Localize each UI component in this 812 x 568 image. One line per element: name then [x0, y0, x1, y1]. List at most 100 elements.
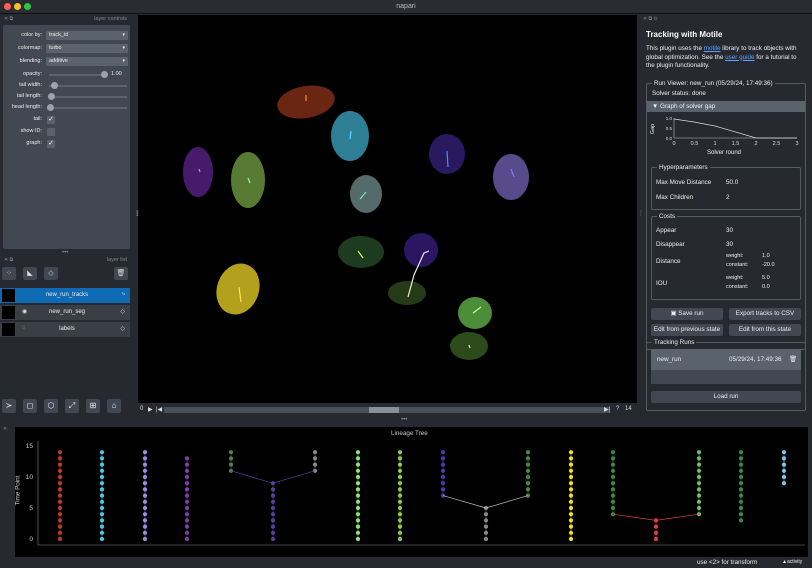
lineage-node [397, 524, 403, 529]
lineage-node [568, 512, 574, 517]
cell-segment [458, 297, 492, 329]
layer-row-labels[interactable]: ◌ labels ◇ [0, 322, 130, 337]
lineage-tree-view[interactable]: Lineage Tree Time Point 15 10 5 0 [14, 427, 808, 557]
home-icon[interactable]: ⌂ [107, 399, 121, 413]
toggle-ndisplay-button[interactable]: ◻ [23, 399, 37, 413]
roll-dims-button[interactable]: ⬡ [44, 399, 58, 413]
lineage-node [355, 456, 361, 461]
lineage-node [781, 450, 787, 455]
lineage-edge [442, 495, 487, 509]
color-by-label: color by: [21, 32, 42, 38]
close-dock-icon[interactable]: ✕ ⧉ ⊙ [643, 16, 658, 22]
show-id-checkbox[interactable] [47, 128, 55, 136]
lineage-node [57, 524, 63, 529]
layer-list-dock-icon[interactable]: ✕ ⧉ [4, 257, 14, 263]
tail-width-slider-knob[interactable] [51, 82, 58, 89]
tail-length-slider[interactable] [49, 96, 127, 98]
left-splitter-handle[interactable]: ••• [133, 210, 139, 217]
time-slider-thumb[interactable] [369, 407, 399, 413]
lineage-node [355, 512, 361, 517]
splitter-handle[interactable]: ••• [401, 417, 408, 423]
lineage-plot: 15 10 5 0 [26, 441, 805, 546]
lineage-node [525, 456, 531, 461]
lineage-node [57, 474, 63, 480]
maximize-window-icon[interactable] [24, 3, 31, 10]
head-length-slider-knob[interactable] [47, 104, 54, 111]
blending-select[interactable]: additive ▾ [46, 57, 128, 66]
color-by-select[interactable]: track_id ▾ [46, 31, 128, 40]
edit-this-button[interactable]: Edit from this state [729, 324, 801, 336]
lineage-node [355, 524, 361, 529]
head-length-slider[interactable] [49, 107, 127, 109]
load-run-button[interactable]: Load run [651, 391, 801, 403]
lineage-node [568, 530, 574, 535]
appear-label: Appear [656, 227, 677, 234]
layer-row-new-run-seg[interactable]: ◉ new_run_seg ◇ [0, 305, 130, 320]
right-splitter-handle[interactable]: ••• [637, 210, 643, 217]
tail-width-slider[interactable] [49, 85, 127, 87]
lineage-node [568, 487, 574, 492]
colormap-select[interactable]: turbo ▾ [46, 44, 128, 53]
console-button[interactable]: ≻ [2, 399, 16, 413]
lineage-node [355, 468, 361, 473]
tail-length-slider-knob[interactable] [48, 93, 55, 100]
tail-width-label: tail width: [19, 82, 42, 88]
lineage-node [228, 468, 234, 473]
export-csv-button[interactable]: Export tracks to CSV [729, 308, 801, 320]
graph-section-toggle[interactable]: ▼ Graph of solver gap [647, 101, 805, 112]
lineage-node [99, 474, 105, 480]
lineage-node [738, 468, 744, 473]
new-points-layer-button[interactable]: ⁘ [2, 267, 16, 280]
lineage-node [397, 450, 403, 455]
lineage-node [696, 450, 702, 455]
new-shapes-layer-button[interactable]: ◣ [23, 267, 37, 280]
layer-name: new_run_seg [48, 309, 86, 315]
gap-y-axis-label: Gap [650, 123, 657, 135]
lineage-y-tick: 5 [29, 505, 33, 512]
gap-x-tick: 0.5 [691, 141, 699, 147]
close-dock-icon[interactable]: ✕ ⧉ [4, 16, 14, 22]
layer-thumbnail [2, 306, 15, 319]
save-run-button[interactable]: ▣ Save run [651, 308, 723, 320]
minimize-window-icon[interactable] [14, 3, 21, 10]
edit-previous-button[interactable]: Edit from previous state [651, 324, 723, 336]
lineage-node [270, 505, 276, 511]
iou-weight-value: 5.0 [762, 275, 770, 281]
lineage-node [738, 493, 744, 498]
step-back-icon[interactable]: |◀ [156, 407, 163, 413]
splitter-handle[interactable]: ••• [62, 250, 69, 256]
new-labels-layer-button[interactable]: ◇ [44, 267, 58, 280]
step-forward-icon[interactable]: ▶| [604, 407, 611, 413]
lineage-node [525, 450, 531, 455]
show-id-label: show ID: [20, 128, 42, 134]
opacity-slider-knob[interactable] [101, 71, 108, 78]
activity-button[interactable]: ▲activity [782, 559, 803, 565]
time-slider[interactable] [164, 407, 610, 413]
layer-controls-panel: color by: track_id ▾ colormap: turbo ▾ ble… [3, 25, 130, 249]
layer-row-new-run-tracks[interactable]: new_run_tracks ⤷ [0, 288, 130, 303]
tracks-layer-icon: ⤷ [121, 291, 125, 297]
lineage-node [57, 536, 63, 542]
delete-run-icon[interactable]: 🗑 [789, 356, 797, 363]
close-dock-icon[interactable]: ✕ [3, 426, 8, 432]
opacity-slider[interactable] [49, 74, 105, 76]
grid-view-button[interactable]: ⊞ [86, 399, 100, 413]
run-list-item[interactable]: new_run 05/29/24, 17:49:36 🗑 [651, 349, 801, 370]
transpose-dims-button[interactable]: ⤢ [65, 399, 79, 413]
lineage-node [184, 487, 190, 492]
lineage-node [142, 524, 148, 529]
graph-checkbox[interactable]: ✓ [47, 140, 55, 148]
tracking-runs-group: Tracking Runs new_run 05/29/24, 17:49:36… [646, 339, 806, 411]
delete-layer-button[interactable]: 🗑 [114, 267, 128, 280]
viewer-canvas[interactable] [138, 15, 637, 403]
user-guide-link[interactable]: user guide [725, 53, 755, 61]
visibility-eye-icon[interactable]: ◉ [22, 309, 28, 315]
motile-link[interactable]: motile [703, 45, 721, 52]
lineage-node [184, 505, 190, 511]
play-icon[interactable]: ▶ [148, 407, 153, 413]
visibility-eye-icon[interactable]: ◌ [22, 325, 26, 331]
close-window-icon[interactable] [4, 3, 11, 10]
tail-checkbox[interactable]: ✓ [47, 116, 55, 124]
chevron-down-icon: ▾ [122, 58, 125, 64]
lineage-node [270, 518, 276, 523]
